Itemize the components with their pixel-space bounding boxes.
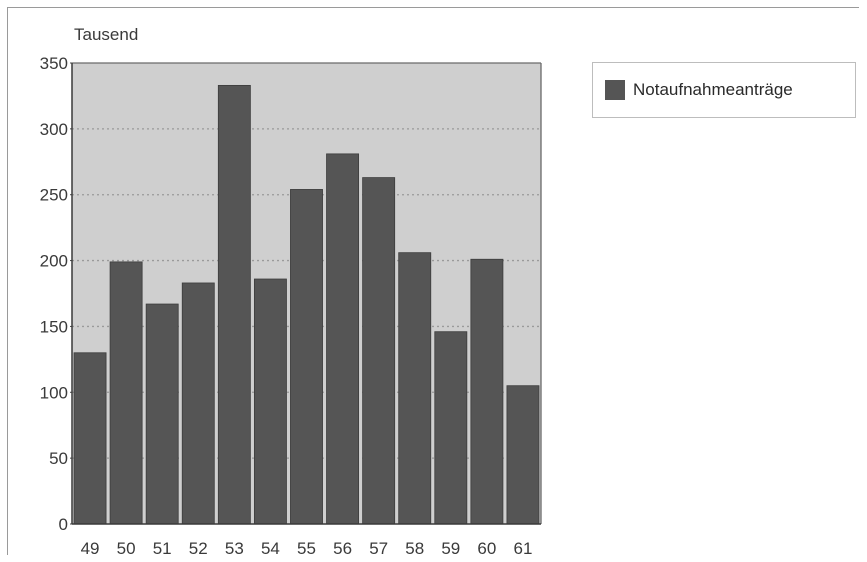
- bar-57: [362, 177, 396, 525]
- y-tick-label: 150: [40, 317, 68, 336]
- bar-49: [73, 352, 107, 525]
- bar-50: [109, 261, 143, 525]
- x-tick-label: 58: [405, 539, 424, 558]
- x-tick-label: 51: [153, 539, 172, 558]
- legend: Notaufnahmeanträge: [592, 62, 856, 118]
- bars: [73, 84, 540, 525]
- x-tick-label: 55: [297, 539, 316, 558]
- y-tick-label: 50: [49, 449, 68, 468]
- y-tick-label: 200: [40, 252, 68, 271]
- x-tick-label: 52: [189, 539, 208, 558]
- x-tick-label: 50: [117, 539, 136, 558]
- bar-58: [398, 252, 432, 525]
- x-tick-label: 59: [441, 539, 460, 558]
- x-tick-label: 60: [477, 539, 496, 558]
- bar-56: [326, 153, 360, 525]
- y-tick-label: 350: [40, 54, 68, 73]
- y-axis-ticks: 0 50 100 150 200 250 300 350: [40, 54, 72, 534]
- y-axis-unit-label: Tausend: [74, 25, 138, 44]
- x-axis-ticks: 49 50 51 52 53 54 55 56 57 58 59 60 61: [81, 539, 533, 558]
- bar-54: [253, 278, 287, 525]
- legend-swatch: [605, 80, 625, 100]
- x-tick-label: 49: [81, 539, 100, 558]
- x-tick-label: 56: [333, 539, 352, 558]
- bar-55: [290, 189, 323, 525]
- bar-53: [217, 84, 251, 525]
- bar-52: [181, 282, 215, 525]
- bar-60: [470, 258, 504, 525]
- chart-frame: [7, 7, 859, 555]
- x-tick-label: 61: [514, 539, 533, 558]
- y-tick-label: 100: [40, 383, 68, 402]
- y-tick-label: 250: [40, 186, 68, 205]
- bar-61: [506, 385, 540, 525]
- x-tick-label: 53: [225, 539, 244, 558]
- y-tick-label: 300: [40, 120, 68, 139]
- y-tick-label: 0: [59, 515, 68, 534]
- x-tick-label: 57: [369, 539, 388, 558]
- bar-59: [434, 331, 468, 525]
- legend-label: Notaufnahmeanträge: [633, 80, 793, 99]
- x-tick-label: 54: [261, 539, 280, 558]
- bar-51: [145, 303, 179, 525]
